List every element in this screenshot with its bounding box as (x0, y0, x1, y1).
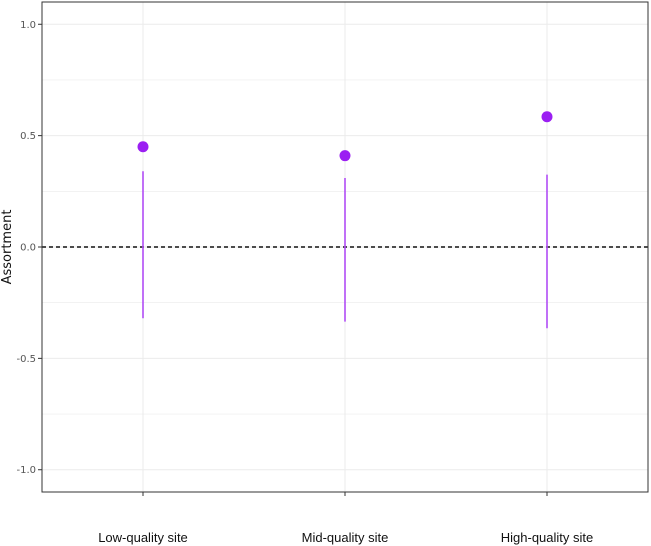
data-point (339, 150, 351, 162)
x-category-label: High-quality site (501, 530, 594, 545)
x-axis-ticks: Low-quality site Mid-quality site High-qua… (98, 492, 593, 545)
x-category-label: Mid-quality site (302, 530, 389, 545)
y-tick-label: 0.5 (20, 131, 36, 142)
y-tick-label: 0.0 (20, 243, 36, 254)
y-tick-label: 1.0 (20, 20, 36, 31)
y-tick-label: -1.0 (16, 465, 36, 476)
y-axis-ticks: -1.0 -0.5 0.0 0.5 1.0 (16, 20, 42, 476)
data-point (541, 111, 553, 123)
data-points (137, 111, 553, 162)
y-axis-title: Assortment (0, 210, 15, 285)
interval-lines (142, 171, 548, 329)
x-category-label: Low-quality site (98, 530, 188, 545)
y-tick-label: -0.5 (16, 354, 36, 365)
data-point (137, 141, 149, 153)
